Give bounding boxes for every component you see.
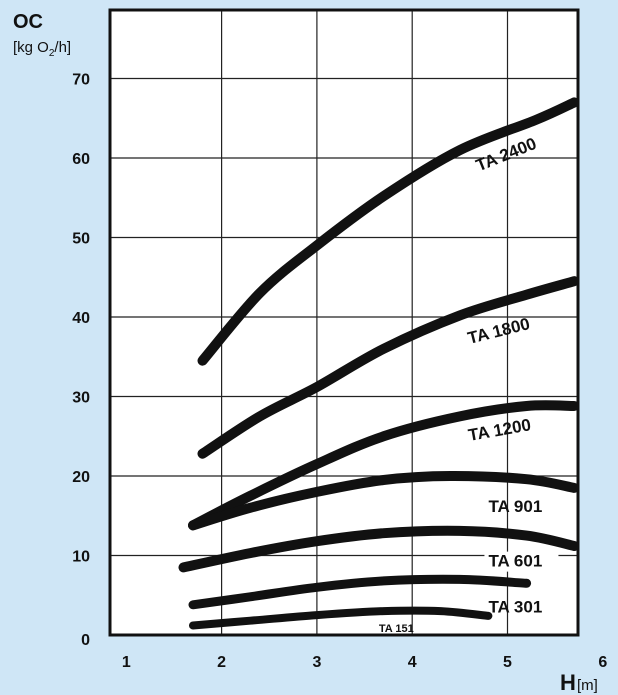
y-tick-label: 70 [72, 72, 90, 89]
curve-label-background [484, 551, 559, 572]
curve-label-ta-901: TA 901 [488, 497, 542, 516]
curve-ta-151 [189, 606, 493, 630]
x-axis-unit: [m] [577, 677, 598, 694]
curve-ta-2400 [197, 97, 580, 366]
x-tick-label: 1 [122, 654, 131, 671]
x-tick-label: 6 [598, 654, 607, 671]
y-tick-label: 30 [72, 390, 90, 407]
y-axis-unit: [kg O2/h] [13, 39, 71, 59]
x-tick-labels: 1 2 3 4 5 6 [122, 654, 607, 671]
curve-ta-901 [188, 470, 580, 531]
curve-label-ta-151: TA 151 [379, 623, 414, 635]
y-tick-label: 60 [72, 151, 90, 168]
y-tick-label: 20 [72, 469, 90, 486]
y-tick-label: 40 [72, 310, 90, 327]
curve-ta-601 [178, 525, 580, 573]
curve-label-ta-301: TA 301 [488, 598, 542, 617]
y-axis-unit-subscript: 2 [49, 48, 55, 59]
x-axis-title: H [560, 670, 576, 695]
curve-ta-1800 [197, 276, 580, 459]
curve-ta-301 [188, 574, 532, 610]
x-tick-label: 4 [408, 654, 417, 671]
y-tick-label: 50 [72, 231, 90, 248]
y-tick-labels: 0 10 20 30 40 50 60 70 [72, 72, 90, 650]
x-tick-label: 3 [312, 654, 321, 671]
x-tick-label: 2 [217, 654, 226, 671]
y-axis-unit-end: /h] [54, 39, 71, 56]
y-axis-title: OC [13, 11, 43, 33]
y-tick-label: 10 [72, 549, 90, 566]
plot-frame [108, 8, 580, 637]
y-axis-unit-main: [kg O [13, 39, 49, 56]
x-tick-label: 5 [503, 654, 512, 671]
curves [178, 97, 580, 630]
curve-label-ta-601: TA 601 [488, 552, 542, 571]
y-tick-label: 0 [81, 632, 90, 649]
curve-ta-1200 [188, 400, 580, 531]
